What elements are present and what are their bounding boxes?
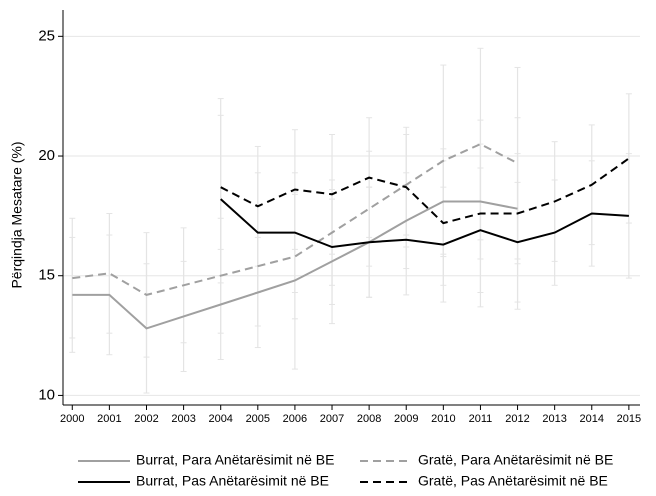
x-tick-label: 2004 — [208, 413, 232, 425]
series-line — [220, 198, 629, 249]
x-tick-label: 2003 — [171, 413, 195, 425]
x-tick-label: 2009 — [394, 413, 418, 425]
x-tick-label: 2002 — [134, 413, 158, 425]
y-tick-label: 10 — [38, 386, 55, 403]
y-tick-label: 20 — [38, 147, 55, 164]
x-tick-label: 2006 — [283, 413, 307, 425]
x-tick-label: 2011 — [469, 413, 493, 425]
y-tick-label: 25 — [38, 27, 55, 44]
legend-label: Burrat, Pas Anëtarësimit në BE — [136, 473, 329, 489]
x-tick-label: 2014 — [580, 413, 604, 425]
x-tick-label: 2008 — [357, 413, 381, 425]
x-tick-label: 2010 — [431, 413, 455, 425]
legend-label: Gratë, Pas Anëtarësimit në BE — [418, 473, 608, 489]
x-tick-label: 2015 — [617, 413, 641, 425]
series-line — [72, 142, 518, 296]
legend-label: Gratë, Para Anëtarësimit në BE — [418, 452, 613, 468]
x-tick-label: 2000 — [60, 413, 84, 425]
legend-label: Burrat, Para Anëtarësimit në BE — [136, 452, 334, 468]
x-tick-label: 2005 — [246, 413, 270, 425]
series-line — [72, 200, 518, 330]
x-tick-label: 2001 — [97, 413, 121, 425]
x-tick-label: 2012 — [505, 413, 529, 425]
series-line — [220, 157, 630, 225]
y-tick-label: 15 — [38, 267, 55, 284]
y-axis-title: Përqindja Mesatare (%) — [9, 141, 25, 288]
x-tick-label: 2007 — [320, 413, 344, 425]
x-tick-label: 2013 — [542, 413, 566, 425]
